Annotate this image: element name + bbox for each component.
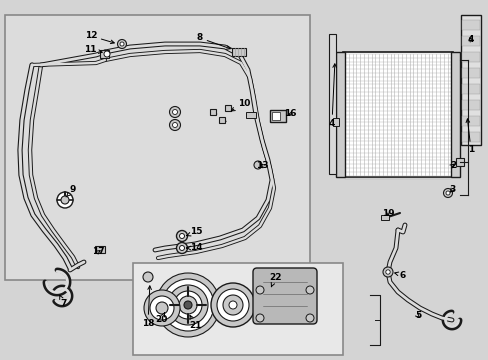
Circle shape [168, 285, 207, 325]
Text: 3: 3 [448, 185, 454, 194]
Circle shape [176, 243, 187, 253]
Bar [271, 112, 280, 120]
Circle shape [169, 120, 180, 130]
Bar [461, 36, 479, 46]
Text: 6: 6 [394, 270, 406, 279]
Circle shape [256, 286, 264, 294]
Circle shape [382, 267, 392, 277]
FancyBboxPatch shape [252, 268, 316, 324]
Circle shape [443, 189, 451, 198]
Circle shape [445, 191, 449, 195]
Bar [95, 246, 105, 253]
Circle shape [156, 273, 220, 337]
Circle shape [120, 42, 124, 46]
Bar [5, 15, 309, 280]
Text: 4: 4 [328, 64, 336, 127]
Circle shape [179, 234, 184, 238]
Circle shape [256, 314, 264, 322]
Bar [269, 110, 285, 122]
Circle shape [150, 296, 174, 320]
Text: 11: 11 [83, 45, 102, 54]
Bar [245, 112, 256, 118]
Circle shape [142, 272, 153, 282]
Bar [460, 15, 480, 145]
Circle shape [223, 295, 243, 315]
Text: 5: 5 [414, 311, 420, 320]
Circle shape [385, 270, 389, 274]
Circle shape [172, 109, 177, 114]
Bar [342, 52, 452, 177]
Bar [231, 48, 245, 56]
Text: 13: 13 [255, 161, 268, 170]
Bar [328, 34, 335, 174]
Bar [461, 84, 479, 94]
Circle shape [156, 302, 168, 314]
Bar [133, 263, 342, 355]
Bar [461, 20, 479, 30]
Circle shape [183, 301, 192, 309]
Circle shape [217, 289, 248, 321]
Bar [100, 50, 109, 58]
Text: 21: 21 [189, 315, 202, 330]
Bar [461, 68, 479, 78]
Bar [461, 132, 479, 142]
Circle shape [210, 283, 254, 327]
Text: 19: 19 [381, 208, 393, 217]
Circle shape [104, 51, 110, 57]
Text: 1: 1 [465, 119, 473, 154]
Circle shape [179, 246, 184, 251]
Bar [450, 52, 459, 177]
Bar [461, 52, 479, 62]
Circle shape [61, 196, 69, 204]
Text: 10: 10 [231, 99, 250, 111]
Circle shape [169, 107, 180, 117]
Bar [335, 52, 345, 177]
Circle shape [143, 290, 180, 326]
Circle shape [174, 291, 202, 319]
Circle shape [305, 286, 313, 294]
Bar [380, 215, 388, 220]
Bar [455, 158, 463, 166]
Bar [461, 100, 479, 110]
Text: 8: 8 [197, 33, 230, 49]
Circle shape [253, 161, 262, 169]
Text: 22: 22 [268, 274, 281, 287]
Circle shape [162, 279, 214, 331]
Text: 12: 12 [84, 31, 114, 44]
Text: 17: 17 [92, 248, 104, 256]
Circle shape [172, 122, 177, 127]
Text: 14: 14 [186, 243, 202, 252]
Bar [461, 116, 479, 126]
Circle shape [57, 192, 73, 208]
Text: 20: 20 [155, 312, 167, 324]
Text: 7: 7 [60, 295, 67, 309]
Bar [332, 118, 338, 126]
Text: 4: 4 [467, 36, 473, 45]
Circle shape [305, 314, 313, 322]
Circle shape [179, 296, 197, 314]
Circle shape [228, 301, 237, 309]
Text: 16: 16 [283, 109, 296, 118]
Text: 15: 15 [186, 228, 202, 237]
Circle shape [117, 40, 126, 49]
Text: 18: 18 [142, 286, 154, 328]
Text: 9: 9 [66, 185, 76, 197]
Text: 2: 2 [449, 161, 455, 170]
Circle shape [176, 230, 187, 242]
